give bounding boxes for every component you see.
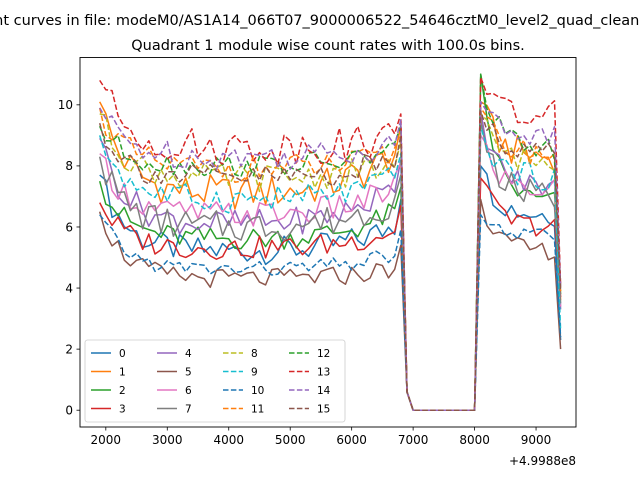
series-line-13	[99, 76, 562, 411]
legend-label-5: 5	[185, 366, 192, 378]
x-tick-label: 2000	[91, 433, 122, 447]
series-line-5	[98, 198, 562, 411]
legend-label-12: 12	[317, 348, 330, 360]
legend-label-14: 14	[317, 385, 331, 397]
y-axis: 0 2 4 6 8 10	[58, 98, 80, 418]
legend-label-3: 3	[119, 403, 126, 415]
legend-label-13: 13	[317, 366, 330, 378]
y-tick-label: 2	[65, 342, 73, 356]
legend-label-10: 10	[251, 385, 264, 397]
y-tick-label: 0	[65, 404, 73, 418]
x-tick-label: 9000	[521, 433, 552, 447]
x-tick-label: 5000	[275, 433, 306, 447]
legend-label-4: 4	[185, 348, 192, 360]
y-tick-label: 8	[65, 159, 73, 173]
x-tick-label: 6000	[336, 433, 367, 447]
series-line-3	[99, 177, 562, 411]
x-tick-label: 3000	[152, 433, 183, 447]
legend-label-0: 0	[119, 348, 126, 360]
legend-label-11: 11	[251, 403, 264, 415]
legend-label-15: 15	[317, 403, 330, 415]
legend-label-1: 1	[119, 366, 126, 378]
legend-label-2: 2	[119, 385, 126, 397]
series-line-2	[98, 73, 562, 411]
series-line-11	[98, 107, 562, 411]
x-tick-label: 7000	[398, 433, 429, 447]
x-axis: 2000 3000 4000 5000 6000 7000 8000 9000	[91, 427, 552, 447]
y-tick-label: 4	[65, 281, 73, 295]
x-tick-label: 4000	[213, 433, 244, 447]
series-line-10	[99, 214, 562, 411]
series-line-8	[99, 113, 562, 411]
series-line-15	[98, 110, 562, 411]
x-tick-label: 8000	[459, 433, 490, 447]
legend-label-7: 7	[185, 403, 192, 415]
plot-title: Quadrant 1 module wise count rates with …	[131, 38, 525, 54]
legend-box	[84, 339, 346, 423]
series-line-1	[99, 101, 562, 411]
series-line-7	[98, 119, 562, 411]
plot-lines	[98, 73, 562, 411]
y-tick-label: 10	[58, 98, 73, 112]
legend-label-8: 8	[251, 348, 258, 360]
series-line-9	[98, 125, 562, 411]
series-line-14	[99, 101, 562, 411]
legend-label-6: 6	[185, 385, 192, 397]
figure-suptitle: Light curves in file: modeM0/AS1A14_066T…	[0, 13, 640, 29]
series-line-0	[99, 165, 562, 411]
y-tick-label: 6	[65, 220, 73, 234]
series-line-12	[99, 73, 562, 411]
axes-frame	[79, 57, 577, 428]
x-axis-offset-label: +4.9988e8	[509, 454, 576, 468]
legend-label-9: 9	[251, 366, 258, 378]
series-line-6	[99, 134, 562, 411]
